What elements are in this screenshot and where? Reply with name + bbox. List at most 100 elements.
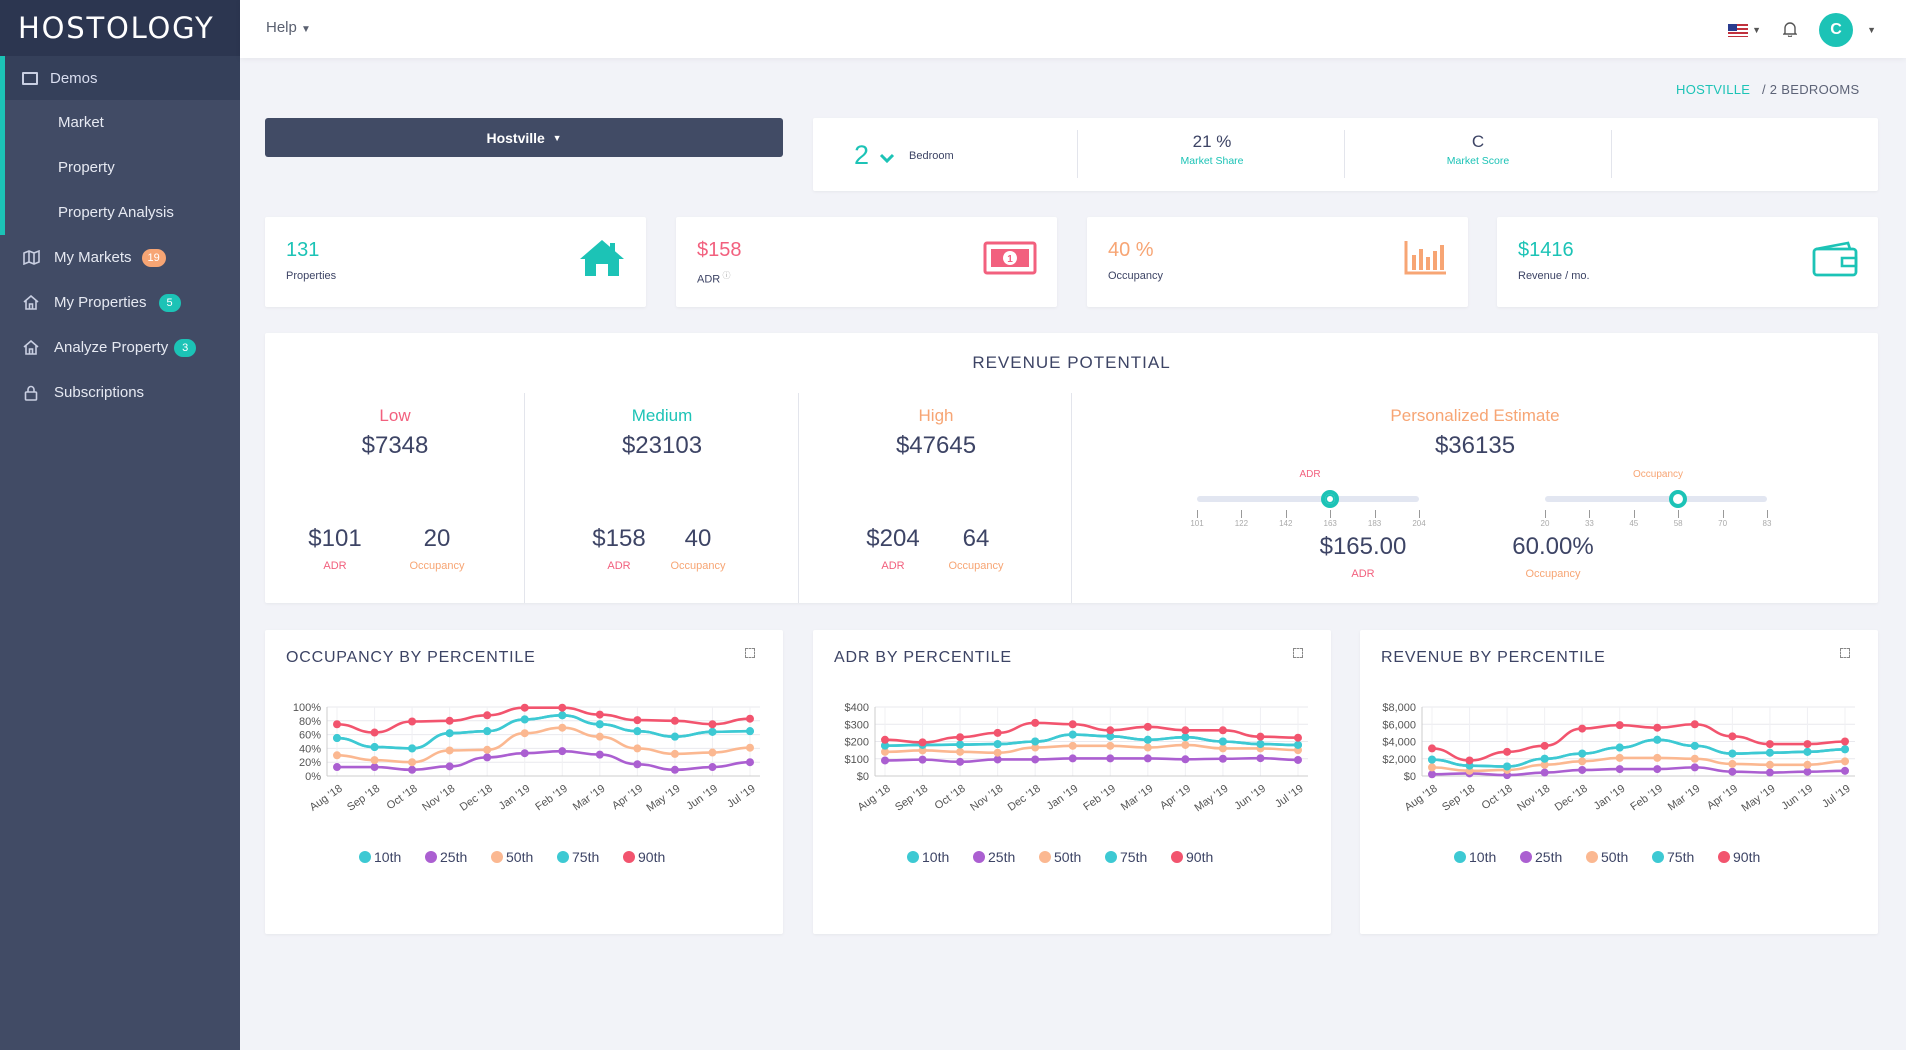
- legend-label: 75th: [572, 849, 599, 865]
- tier-high: High $47645: [799, 406, 1073, 460]
- legend-label: 50th: [506, 849, 533, 865]
- occupancy-slider-ticks: 20 33 45 58 70 83: [1541, 510, 1771, 532]
- bedroom-select[interactable]: 2 Bedroom: [854, 140, 954, 171]
- data-point: [633, 727, 642, 736]
- expand-icon[interactable]: [1293, 648, 1303, 658]
- slider-tick: [1374, 510, 1376, 518]
- sidebar-item-analyze-property[interactable]: Analyze Property 3: [0, 325, 240, 370]
- sidebar-section-demos[interactable]: Demos: [0, 56, 240, 100]
- x-tick-label: Jun '19: [685, 783, 721, 813]
- sidebar-item-market[interactable]: Market: [58, 114, 104, 131]
- x-tick-label: Oct '18: [1480, 783, 1515, 813]
- slider-tick-label: 58: [1673, 519, 1683, 528]
- data-point: [333, 734, 341, 743]
- data-point: [1218, 744, 1227, 753]
- x-tick-label: Dec '18: [1553, 783, 1590, 814]
- svg-text:1: 1: [1007, 254, 1013, 265]
- data-point: [520, 715, 529, 724]
- expand-icon[interactable]: [745, 648, 755, 658]
- expand-icon[interactable]: [1840, 648, 1850, 658]
- data-point: [1294, 740, 1302, 749]
- data-point: [1540, 741, 1549, 750]
- y-tick-label: 100%: [293, 702, 321, 714]
- avatar[interactable]: C: [1819, 13, 1854, 47]
- kpi-label: Revenue / mo.: [1518, 270, 1590, 282]
- breadcrumb-link[interactable]: HOSTVILLE: [1676, 82, 1751, 97]
- adr-value: $165.00: [1319, 533, 1407, 560]
- x-tick-label: Jun '19: [1233, 783, 1269, 813]
- data-point: [1143, 735, 1152, 744]
- help-menu[interactable]: Help ▼: [266, 19, 311, 36]
- x-tick-label: Apr '19: [1158, 783, 1193, 813]
- slider-tick: [1767, 510, 1768, 518]
- data-point: [1428, 755, 1436, 764]
- data-point: [445, 746, 454, 755]
- data-point: [1803, 767, 1812, 776]
- data-point: [633, 744, 642, 753]
- chart-title: REVENUE BY PERCENTILE: [1381, 649, 1606, 666]
- y-tick-label: 40%: [299, 743, 321, 755]
- x-tick-label: Jul '19: [1273, 783, 1306, 811]
- occupancy-slider-label: Occupancy: [1632, 469, 1684, 480]
- us-flag-icon[interactable]: [1728, 23, 1749, 37]
- kpi-block: $1416 Revenue / mo.: [1518, 239, 1590, 282]
- sidebar-item-subscriptions[interactable]: Subscriptions: [0, 370, 240, 415]
- revenue-potential-title: REVENUE POTENTIAL: [972, 353, 1171, 372]
- data-point: [918, 755, 927, 764]
- kpi-occupancy: 40 % Occupancy: [1087, 217, 1468, 307]
- data-point: [1503, 762, 1512, 771]
- data-point: [1690, 741, 1699, 750]
- chevron-down-icon[interactable]: ▼: [1752, 25, 1762, 35]
- legend-marker: [1586, 851, 1598, 863]
- market-score-value: C: [1471, 132, 1485, 151]
- adr-slider-thumb[interactable]: [1321, 490, 1340, 508]
- kpi-label-text: ADR: [697, 273, 721, 286]
- data-point: [1428, 770, 1436, 779]
- data-point: [408, 758, 417, 767]
- data-point: [993, 740, 1002, 749]
- data-point: [708, 720, 717, 729]
- tier-medium: Medium $23103: [525, 406, 799, 460]
- sidebar-item-property-analysis[interactable]: Property Analysis: [58, 204, 174, 221]
- slider-tick: [1722, 510, 1724, 518]
- data-point: [1765, 768, 1774, 777]
- chart-title: OCCUPANCY BY PERCENTILE: [286, 649, 536, 666]
- divider: [1077, 130, 1078, 178]
- x-tick-label: Dec '18: [458, 783, 495, 814]
- y-tick-label: $8,000: [1382, 702, 1416, 714]
- data-point: [708, 727, 717, 736]
- sidebar-item-my-properties[interactable]: My Properties 5: [0, 280, 240, 325]
- legend-label: 25th: [440, 849, 467, 865]
- data-point: [1615, 743, 1624, 752]
- adr-slider[interactable]: [1197, 496, 1419, 502]
- occupancy-label: Occupancy: [409, 560, 465, 572]
- data-point: [746, 727, 754, 736]
- bell-icon[interactable]: [1782, 21, 1798, 40]
- series-line-50th: [336, 726, 751, 764]
- occupancy-slider[interactable]: [1545, 496, 1767, 502]
- data-point: [1578, 724, 1587, 733]
- x-tick-label: Jan '19: [1592, 783, 1628, 813]
- chevron-down-icon[interactable]: ▼: [1867, 25, 1876, 35]
- tier-total: $36135: [1434, 432, 1516, 459]
- data-point: [483, 727, 492, 736]
- data-point: [1690, 754, 1699, 763]
- chart-title: ADR BY PERCENTILE: [834, 649, 1012, 666]
- data-point: [1294, 733, 1302, 742]
- market-select[interactable]: Hostville ▼: [265, 118, 783, 157]
- data-point: [1841, 757, 1849, 766]
- personal-adr: $165.00 ADR: [1303, 533, 1423, 580]
- kpi-revenue: $1416 Revenue / mo.: [1497, 217, 1878, 307]
- data-point: [1540, 760, 1549, 769]
- data-point: [1106, 726, 1115, 735]
- info-icon[interactable]: ⓘ: [720, 271, 731, 280]
- data-point: [595, 732, 604, 741]
- occupancy-slider-thumb[interactable]: [1669, 490, 1688, 508]
- x-tick-label: Sep '18: [1440, 783, 1477, 814]
- data-point: [1653, 735, 1662, 744]
- data-point: [1256, 740, 1265, 749]
- sidebar-item-property[interactable]: Property: [58, 159, 115, 176]
- sidebar-item-my-markets[interactable]: My Markets 19: [0, 235, 240, 280]
- legend-marker: [557, 851, 569, 863]
- tier-low-occ: 20 Occupancy: [387, 525, 487, 572]
